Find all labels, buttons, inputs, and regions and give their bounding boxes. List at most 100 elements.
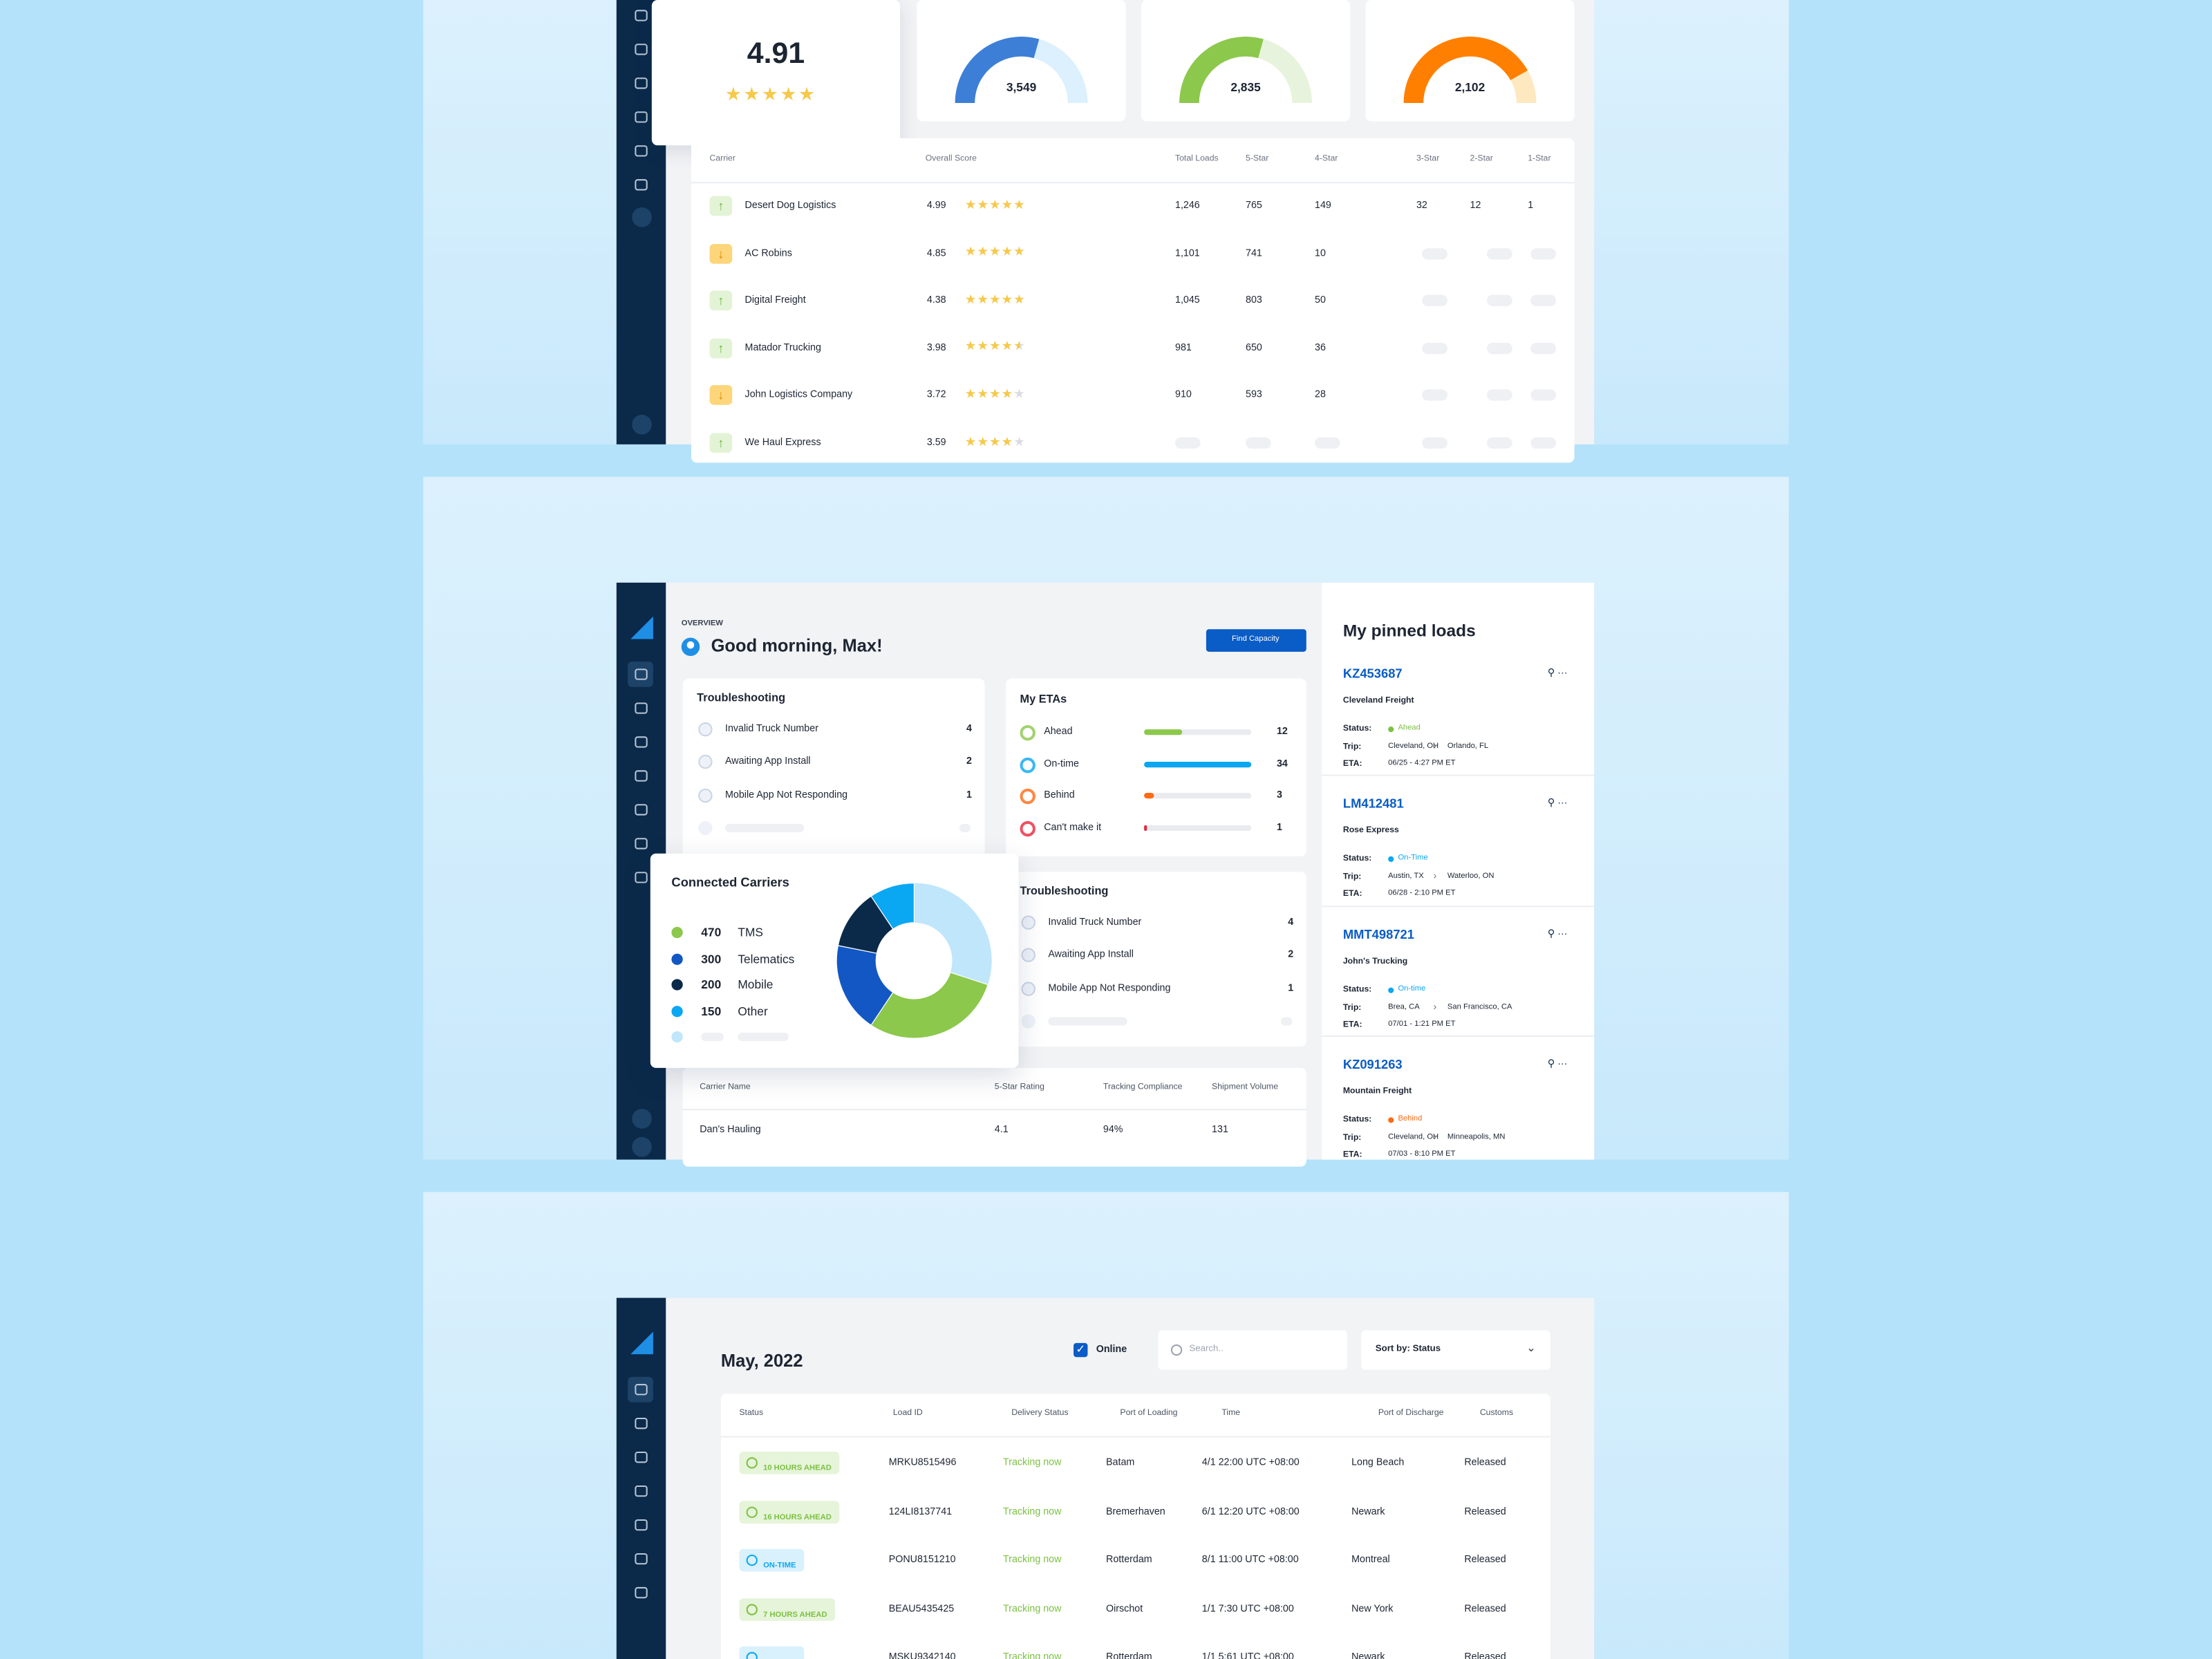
donut-segment (870, 882, 915, 930)
donut-segment (870, 972, 988, 1039)
legend-dot (671, 926, 683, 939)
nav-icon (635, 10, 648, 21)
button-label[interactable]: Find Capacity (1231, 635, 1280, 644)
text: On-Time (1398, 854, 1428, 863)
text: 2-Star (1470, 155, 1493, 164)
text: Can't make it (1044, 823, 1102, 833)
divider (1322, 775, 1595, 777)
text: 5-Star (1246, 155, 1269, 164)
text: 124LI8137741 (888, 1506, 953, 1517)
trend-icon: ↑ (709, 338, 733, 358)
loads-table (720, 1394, 1550, 1659)
text: 32 (1416, 200, 1427, 212)
text: Trip: (1342, 743, 1362, 752)
text: 910 (1175, 391, 1192, 401)
text: 06/25 - 4:27 PM ET (1388, 759, 1456, 768)
placeholder (1281, 1017, 1293, 1026)
text: 4-Star (1315, 155, 1338, 164)
placeholder (1422, 247, 1447, 259)
star-rating: ★★★★★★★★★★ (965, 389, 1034, 402)
text: Behind (1044, 791, 1075, 801)
text: Carrier (709, 155, 735, 164)
eta-icon (1020, 789, 1035, 805)
text: 1 (1288, 983, 1294, 993)
text: LM412481 (1342, 796, 1404, 812)
nav-icon (635, 1452, 648, 1463)
text: Mobile App Not Responding (724, 790, 848, 800)
text: Newark (1351, 1653, 1385, 1659)
text: Status: (1342, 855, 1372, 864)
nav-icon (635, 111, 648, 123)
sort-select[interactable] (1361, 1330, 1550, 1370)
text: 6/1 12:20 UTC +08:00 (1201, 1506, 1300, 1517)
placeholder (1530, 390, 1557, 402)
nav-icon (635, 44, 648, 55)
placeholder (1487, 437, 1512, 449)
text: 1 (966, 790, 972, 800)
nav-dot (632, 415, 652, 435)
stars: ★★★★★ (964, 389, 1016, 402)
gauge-arc (1403, 37, 1528, 103)
text: MMT498721 (1342, 927, 1414, 941)
text: Digital Freight (744, 295, 806, 306)
text: MRKU8515496 (888, 1458, 957, 1468)
nav-dot (632, 1109, 652, 1129)
text: We Haul Express (744, 438, 821, 448)
text: 28 (1315, 391, 1326, 401)
nav-active (628, 662, 653, 687)
stars: ★★★★★ (964, 436, 1026, 449)
text: 4.99 (926, 200, 946, 212)
nav-icon (635, 702, 648, 714)
graphic (836, 882, 992, 1039)
search-box[interactable] (1158, 1330, 1347, 1370)
search-icon (1170, 1344, 1183, 1356)
nav-icon (635, 1485, 648, 1497)
status-badge: 16 HOURS AHEAD (739, 1500, 841, 1524)
placeholder (1175, 437, 1201, 449)
text: 06/28 - 2:10 PM ET (1388, 889, 1456, 899)
nav-icon (635, 1586, 648, 1599)
placeholder (1487, 247, 1512, 259)
eta-bar (1144, 825, 1147, 831)
gauge-card (1141, 0, 1351, 122)
text: AC Robins (744, 248, 792, 259)
placeholder (1530, 294, 1557, 307)
status-label: ON-TIME (763, 1562, 796, 1571)
text: My pinned loads (1342, 620, 1476, 641)
text: Port of Discharge (1378, 1409, 1444, 1418)
troubleshooting-card (682, 678, 985, 862)
placeholder (1487, 390, 1512, 402)
placeholder (701, 1032, 724, 1042)
nav-dot (632, 207, 652, 227)
eta-icon (1020, 724, 1035, 741)
text: 1 (1528, 200, 1534, 212)
nav-icon (635, 872, 648, 883)
placeholder (1422, 342, 1447, 354)
item-icon (698, 722, 713, 737)
text: May, 2022 (720, 1351, 803, 1371)
text: My ETAs (1020, 693, 1067, 706)
placeholder (1530, 342, 1557, 354)
text: New York (1351, 1604, 1394, 1615)
text: Ahead (1398, 724, 1421, 733)
placeholder (1487, 294, 1512, 307)
placeholder (1422, 390, 1447, 402)
text: Other (738, 1003, 768, 1018)
find-capacity-button[interactable] (1206, 629, 1306, 652)
status-icon (746, 1652, 758, 1659)
legend-dot (671, 953, 683, 964)
chevron: › (1433, 1132, 1437, 1143)
online-checkbox[interactable]: ✓ (1074, 1342, 1088, 1358)
text: Tracking now (1003, 1604, 1062, 1615)
text: 1/1 7:30 UTC +08:00 (1201, 1604, 1294, 1615)
legend-dot (671, 979, 683, 991)
placeholder (1315, 437, 1340, 449)
stars: ★★★★★ (964, 247, 1026, 260)
text: 650 (1246, 343, 1262, 353)
text: Status (739, 1409, 764, 1418)
text: ETA: (1342, 890, 1362, 899)
trend-icon: ↓ (709, 243, 733, 263)
placeholder (738, 1032, 789, 1042)
text: Desert Dog Logistics (744, 200, 836, 212)
